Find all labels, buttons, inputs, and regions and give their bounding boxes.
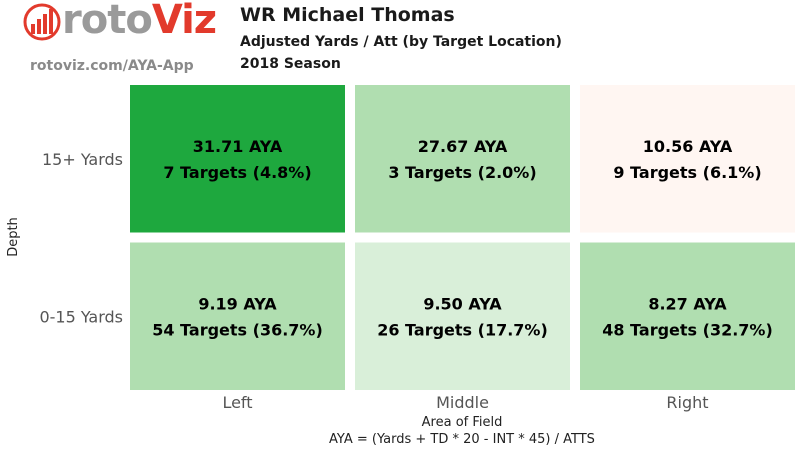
cell-aya-label: 9.19 AYA: [198, 294, 277, 313]
cell-right-15-yards: [580, 85, 795, 233]
x-tick-label: Left: [222, 393, 252, 412]
y-axis-label: Depth: [6, 217, 21, 257]
cell-right-0-15-yards: [580, 242, 795, 390]
chart-title: WR Michael Thomas: [240, 4, 455, 26]
brand-name-viz: Viz: [151, 0, 217, 43]
brand-url: rotoviz.com/AYA-App: [30, 58, 194, 74]
cell-left-15-yards: [130, 85, 345, 233]
cell-targets-label: 3 Targets (2.0%): [388, 163, 536, 182]
cell-targets-label: 26 Targets (17.7%): [377, 320, 548, 339]
cell-aya-label: 31.71 AYA: [193, 137, 283, 156]
x-axis-label: Area of Field: [422, 415, 503, 430]
cell-targets-label: 9 Targets (6.1%): [613, 163, 761, 182]
y-tick-label: 0-15 Yards: [39, 307, 123, 326]
cell-aya-label: 9.50 AYA: [423, 294, 502, 313]
brand-wordmark: rotoViz: [62, 0, 217, 43]
cell-aya-label: 27.67 AYA: [418, 137, 508, 156]
cell-targets-label: 7 Targets (4.8%): [163, 163, 311, 182]
cell-middle-15-yards: [355, 85, 570, 233]
brand-name-roto: roto: [62, 0, 153, 43]
x-tick-label: Right: [666, 393, 708, 412]
y-tick-label: 15+ Yards: [42, 150, 123, 169]
heatmap-cells: 31.71 AYA 7 Targets (4.8%) 27.67 AYA 3 Targ…: [130, 85, 795, 390]
chart-subtitle: Adjusted Yards / Att (by Target Location…: [240, 34, 562, 50]
cell-left-0-15-yards: [130, 242, 345, 390]
cell-targets-label: 54 Targets (36.7%): [152, 320, 323, 339]
cell-aya-label: 10.56 AYA: [643, 137, 733, 156]
rotoviz-logo-icon: [23, 3, 61, 41]
axis-ticks: Left Middle Right 15+ Yards 0-15 Yards: [39, 150, 708, 412]
cell-targets-label: 48 Targets (32.7%): [602, 320, 773, 339]
cell-aya-label: 8.27 AYA: [648, 294, 727, 313]
cell-middle-0-15-yards: [355, 242, 570, 390]
chart-season: 2018 Season: [240, 56, 341, 72]
x-tick-label: Middle: [436, 393, 489, 412]
formula-note: AYA = (Yards + TD * 20 - INT * 45) / ATT…: [329, 432, 595, 447]
